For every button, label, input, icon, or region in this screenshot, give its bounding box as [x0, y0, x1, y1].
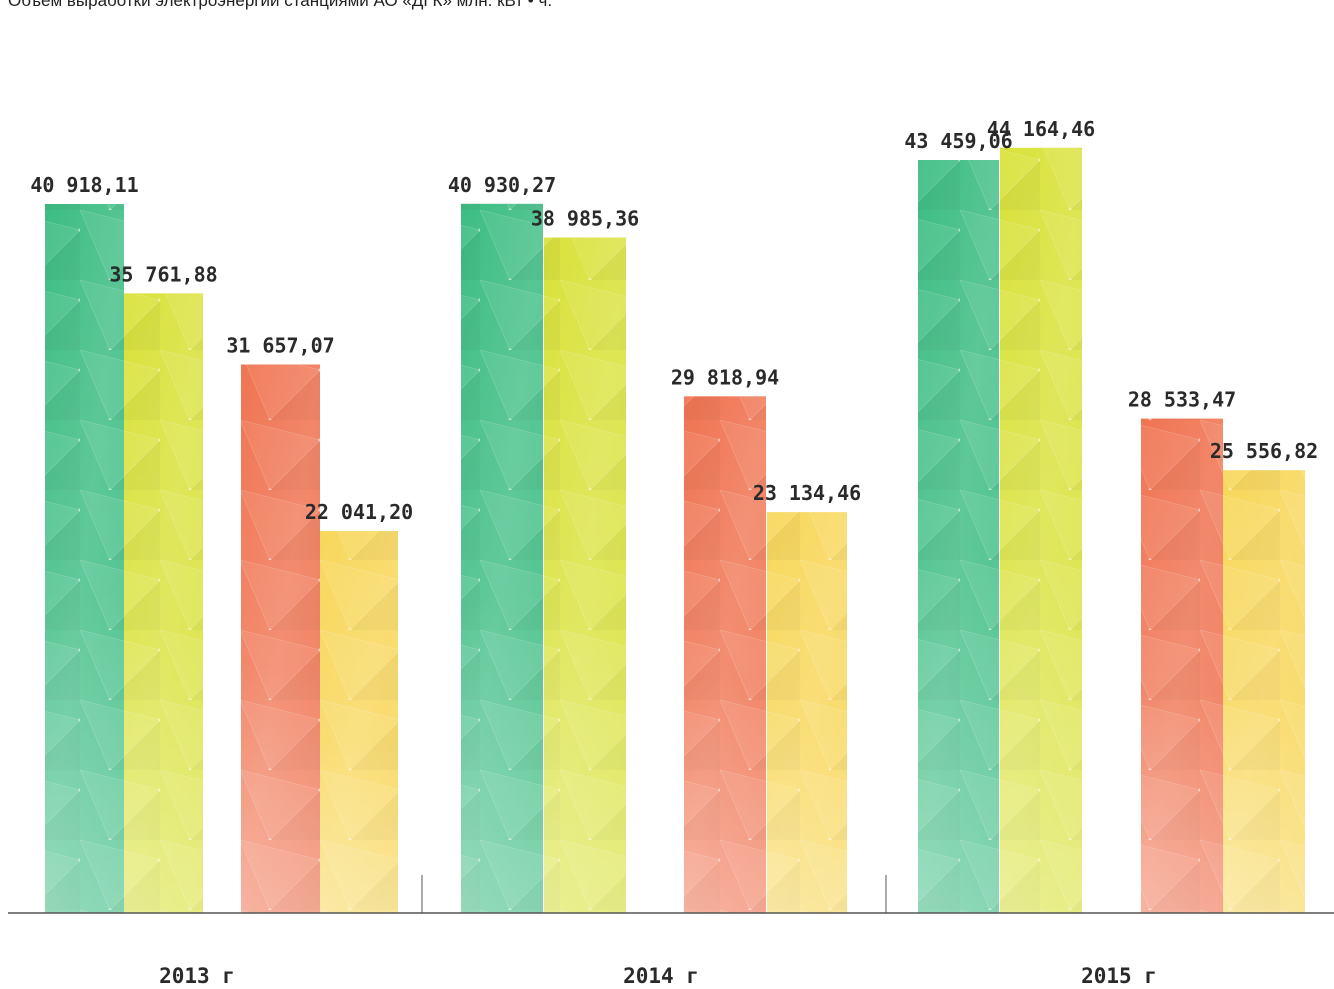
- value-label: 43 459,06: [904, 129, 1012, 153]
- value-label: 31 657,07: [226, 333, 334, 357]
- bar-2-3: [684, 396, 766, 913]
- bar-3-2: [1000, 147, 1082, 913]
- x-tick-label: 2013 г: [159, 964, 235, 988]
- value-label: 29 818,94: [671, 365, 779, 389]
- bar-1-3: [241, 364, 320, 914]
- value-label: 22 041,20: [305, 500, 413, 524]
- bar-2-1: [461, 203, 543, 913]
- bar-3-1: [918, 159, 999, 913]
- x-tick-label: 2014 г: [623, 964, 699, 988]
- x-tick-label: 2015 г: [1081, 964, 1157, 988]
- value-label: 28 533,47: [1128, 388, 1236, 412]
- bar-1-1: [45, 204, 124, 913]
- value-label: 44 164,46: [987, 117, 1095, 141]
- bar-1-2: [124, 293, 203, 913]
- bar-2-2: [544, 237, 626, 913]
- bar-3-4: [1223, 470, 1305, 913]
- value-label: 40 930,27: [448, 173, 556, 197]
- bar-3-3: [1141, 418, 1223, 913]
- value-label: 35 761,88: [109, 262, 217, 286]
- value-label: 25 556,82: [1210, 439, 1318, 463]
- chart-title: Объем выработки электроэнергии станциями…: [8, 0, 553, 10]
- value-label: 38 985,36: [531, 207, 639, 231]
- bar-1-4: [320, 531, 398, 913]
- value-label: 23 134,46: [753, 481, 861, 505]
- value-label: 40 918,11: [30, 173, 138, 197]
- bar-2-4: [767, 512, 847, 913]
